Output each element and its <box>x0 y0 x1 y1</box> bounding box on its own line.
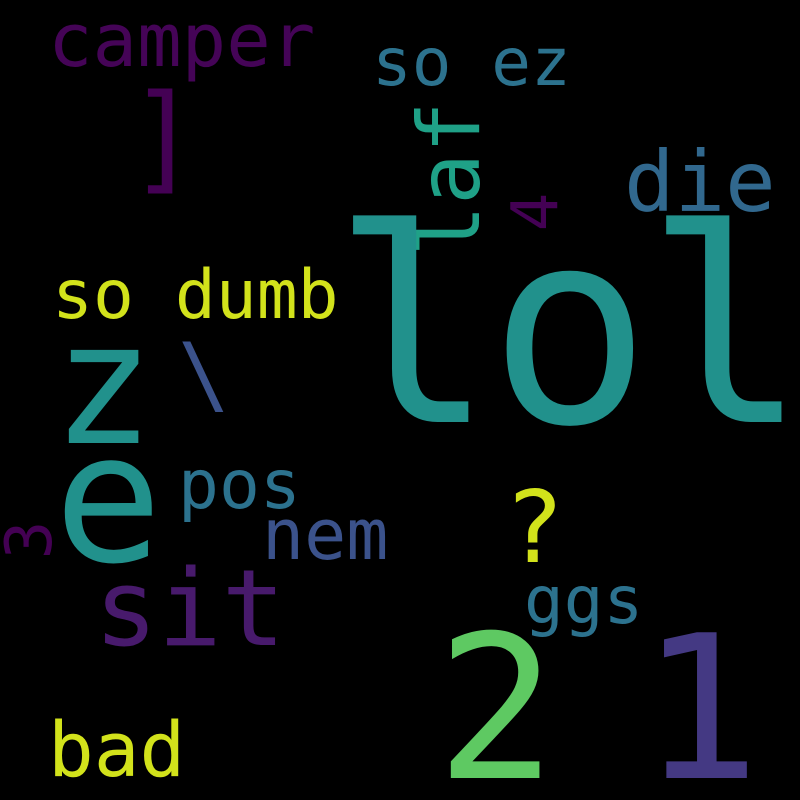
word-nem: nem <box>262 494 389 576</box>
word-ggs: ggs <box>524 562 644 639</box>
word-so-dumb: so dumb <box>52 256 339 335</box>
word-e: e <box>54 395 163 604</box>
word-die: die <box>624 133 776 231</box>
word-pos: pos <box>178 446 301 525</box>
word-sit: sit <box>94 547 286 670</box>
word-backslash: \ <box>178 325 230 425</box>
word-camper: camper <box>48 0 316 84</box>
word-bad: bad <box>48 705 186 794</box>
word-two: 2 <box>436 593 557 800</box>
word-question-mark: ? <box>504 469 565 586</box>
word-one: 1 <box>640 593 761 800</box>
word-bracket: ] <box>128 68 200 206</box>
word-three: 3 <box>0 520 67 560</box>
word-lol: lol <box>332 171 800 486</box>
word-so-ez: so ez <box>372 24 571 101</box>
word-z: z <box>52 286 155 484</box>
